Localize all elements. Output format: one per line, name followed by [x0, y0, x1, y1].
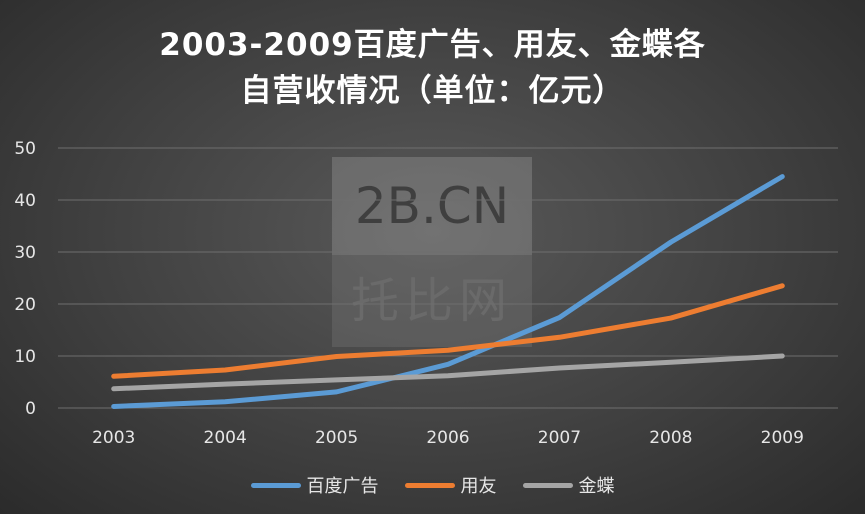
x-tick-label: 2008 [649, 428, 692, 448]
legend-swatch [250, 482, 301, 488]
series-line [111, 174, 785, 409]
legend-label: 百度广告 [306, 476, 379, 497]
watermark-top: 2B.CN [332, 157, 532, 255]
x-tick-label: 2005 [315, 428, 358, 448]
chart-title: 2003-2009百度广告、用友、金蝶各 自营收情况（单位：亿元） [0, 22, 865, 114]
y-tick-label: 20 [14, 295, 36, 315]
legend-label: 金蝶 [578, 476, 615, 497]
legend-item: 百度广告 [250, 472, 379, 498]
y-tick-label: 50 [14, 139, 36, 159]
legend-swatch [522, 482, 573, 488]
chart-legend: 百度广告 用友 金蝶 [0, 472, 865, 498]
watermark-bottom: 托比网 [332, 255, 532, 347]
y-tick-label: 40 [14, 191, 36, 211]
x-tick-label: 2004 [204, 428, 247, 448]
legend-item: 金蝶 [522, 472, 615, 498]
x-tick-label: 2007 [538, 428, 581, 448]
chart-title-line2: 自营收情况（单位：亿元） [240, 73, 625, 109]
legend-swatch [404, 482, 455, 488]
chart-title-line1: 2003-2009百度广告、用友、金蝶各 [159, 27, 706, 63]
x-tick-label: 2006 [426, 428, 469, 448]
series-line [111, 283, 785, 379]
watermark-logo: 2B.CN 托比网 [332, 157, 532, 347]
y-tick-label: 0 [25, 399, 36, 419]
series-line [111, 353, 785, 392]
legend-item: 用友 [404, 472, 497, 498]
y-tick-label: 10 [14, 347, 36, 367]
legend-label: 用友 [460, 476, 497, 497]
x-tick-label: 2009 [761, 428, 804, 448]
y-tick-label: 30 [14, 243, 36, 263]
x-tick-label: 2003 [92, 428, 135, 448]
